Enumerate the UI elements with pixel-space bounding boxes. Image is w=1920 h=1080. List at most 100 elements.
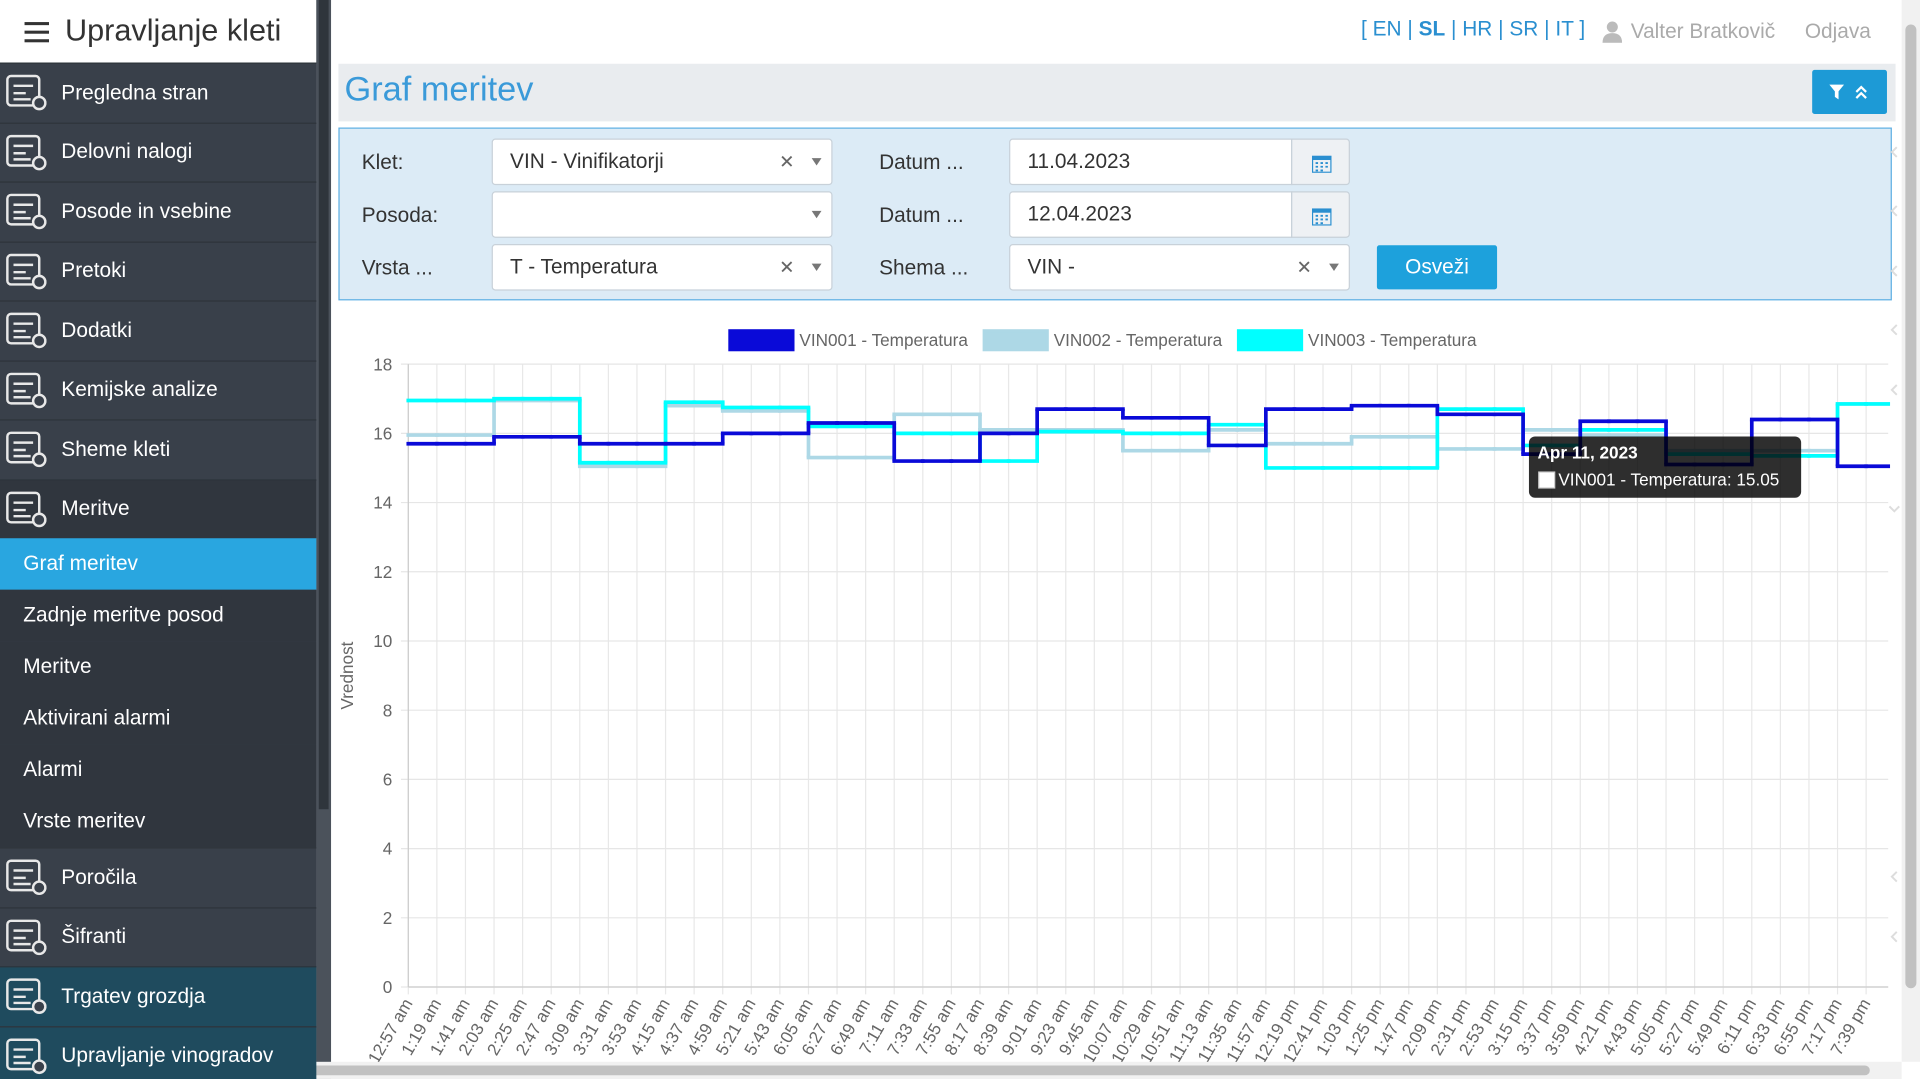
input-value: 11.04.2023	[1027, 149, 1131, 173]
sidebar-scrollbar	[316, 0, 332, 1079]
language-link[interactable]: HR	[1462, 17, 1493, 41]
klet-select[interactable]: VIN - Vinifikatorji ✕	[491, 138, 833, 186]
tooltip-title: Apr 11, 2023	[1538, 443, 1638, 463]
tooltip-swatch	[1538, 471, 1556, 489]
calendar-button[interactable]	[1291, 191, 1350, 238]
chevron-icon	[1890, 930, 1898, 943]
legend-swatch	[1236, 329, 1304, 352]
logout-link[interactable]: Odjava	[1804, 19, 1871, 43]
refresh-button[interactable]: Osveži	[1376, 245, 1498, 290]
separator: |	[1498, 17, 1504, 41]
user-name[interactable]: Valter Bratkovič	[1630, 19, 1776, 43]
calendar-icon	[1311, 208, 1332, 226]
filter-toggle-button[interactable]	[1812, 69, 1887, 115]
y-tick-label: 14	[373, 493, 393, 513]
date-from-input[interactable]: 11.04.2023	[1009, 138, 1293, 186]
icon-shape	[13, 381, 34, 398]
icon-shape	[13, 322, 34, 339]
icon-shape	[31, 999, 47, 1014]
vertical-scrollbar	[1901, 0, 1920, 1062]
menu-item[interactable]: Posode in vsebine	[0, 181, 317, 241]
icon-shape	[6, 431, 41, 464]
menu-label: Sheme kleti	[61, 437, 171, 461]
select-value: T - Temperatura	[510, 255, 658, 279]
icon-shape	[6, 918, 41, 951]
filter-icon	[1829, 84, 1867, 100]
submenu-item[interactable]: Meritve	[0, 641, 317, 693]
y-axis-label: Vrednost	[337, 641, 357, 709]
icon-shape	[31, 1058, 47, 1074]
input-value: 12.04.2023	[1027, 202, 1132, 226]
chevron	[1890, 871, 1898, 883]
icon-shape	[31, 95, 47, 111]
submenu-label: Graf meritev	[23, 551, 138, 576]
chevron-icon	[1890, 146, 1898, 158]
menu-item[interactable]: Poročila	[0, 847, 317, 907]
menu-item[interactable]: Meritve	[0, 478, 317, 539]
chevron	[1888, 505, 1900, 513]
submenu-item[interactable]: Alarmi	[0, 744, 317, 796]
y-tick-label: 10	[373, 631, 392, 651]
menu-icon	[6, 312, 47, 349]
submenu-label: Aktivirani alarmi	[23, 706, 171, 730]
menu-item[interactable]: Dodatki	[0, 300, 317, 360]
menu-icon	[6, 978, 47, 1014]
vrsta-select[interactable]: T - Temperatura ✕	[491, 243, 833, 291]
chevron-icon	[1890, 265, 1898, 277]
menu-item[interactable]: Šifranti	[0, 906, 317, 967]
menu-item[interactable]: Pretoki	[0, 240, 317, 301]
calendar-button[interactable]	[1291, 138, 1350, 186]
icon-shape	[6, 859, 41, 892]
submenu-item[interactable]: Aktivirani alarmi	[0, 692, 317, 745]
submenu-label: Vrste meritev	[23, 809, 146, 833]
icon-shape	[6, 491, 41, 523]
submenu-item[interactable]: Graf meritev	[0, 538, 317, 590]
menu-item[interactable]: Trgatev grozdja	[0, 966, 317, 1026]
menu-item[interactable]: Kemijske analize	[0, 359, 317, 420]
y-tick-label: 2	[383, 908, 393, 928]
hamburger-icon[interactable]	[24, 21, 50, 43]
chevron	[1890, 265, 1898, 277]
language-link[interactable]: EN	[1372, 17, 1402, 41]
icon-shape	[6, 1037, 41, 1070]
y-tick-label: 12	[373, 562, 392, 582]
submenu-label: Alarmi	[23, 757, 83, 782]
submenu-item[interactable]: Zadnje meritve posod	[0, 589, 317, 642]
menu-label: Pretoki	[61, 259, 127, 283]
chevron	[1890, 930, 1898, 943]
menu-item[interactable]: Delovni nalogi	[0, 121, 317, 182]
language-link[interactable]: SL	[1418, 17, 1446, 41]
app-title: Upravljanje kleti	[64, 13, 282, 48]
icon-shape	[6, 978, 41, 1011]
bracket: [	[1360, 17, 1367, 41]
sidebar-header: Upravljanje kleti	[0, 0, 317, 63]
legend-label: VIN003 - Temperatura	[1308, 330, 1477, 350]
menu-icon	[6, 1037, 47, 1074]
legend-label: VIN002 - Temperatura	[1054, 330, 1223, 350]
y-tick-label: 6	[383, 770, 393, 790]
icon-shape	[31, 511, 47, 527]
language-link[interactable]: SR	[1509, 17, 1539, 41]
chevron-icon	[1890, 383, 1898, 396]
filter-label: Vrsta ...	[361, 256, 433, 280]
menu-label: Pregledna stran	[61, 80, 209, 104]
language-link[interactable]: IT	[1555, 17, 1574, 41]
menu-item[interactable]: Pregledna stran	[0, 62, 317, 122]
posoda-select[interactable]	[491, 191, 833, 238]
shema-select[interactable]: VIN - ✕	[1009, 243, 1350, 291]
menu-item[interactable]: Upravljanje vinogradov	[0, 1025, 317, 1079]
tooltip-label: VIN001 - Temperatura: 15.05	[1558, 470, 1779, 490]
menu-icon	[6, 372, 47, 408]
icon-shape	[31, 274, 47, 289]
submenu-item[interactable]: Vrste meritev	[0, 795, 317, 848]
menu-item[interactable]: Sheme kleti	[0, 419, 317, 479]
icon-shape	[13, 203, 34, 220]
icon-shape	[13, 262, 34, 279]
chevron	[1890, 205, 1898, 217]
icon-shape	[13, 84, 34, 101]
chevron-icon	[1890, 871, 1898, 883]
icon-shape	[31, 392, 47, 408]
filter-label: Shema ...	[879, 256, 969, 280]
